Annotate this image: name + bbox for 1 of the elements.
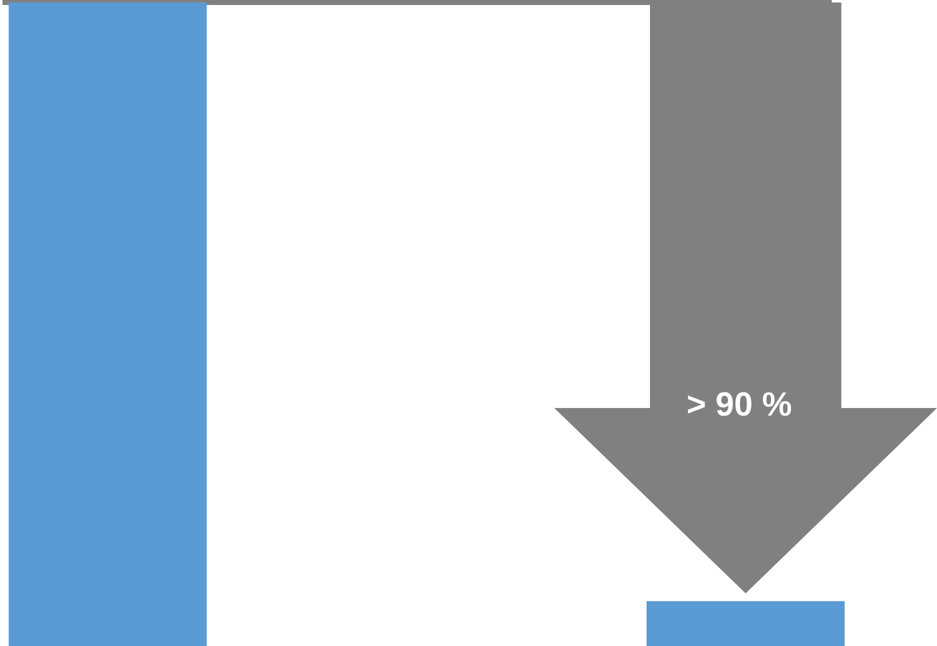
annotation: > 90 % (688, 392, 792, 416)
